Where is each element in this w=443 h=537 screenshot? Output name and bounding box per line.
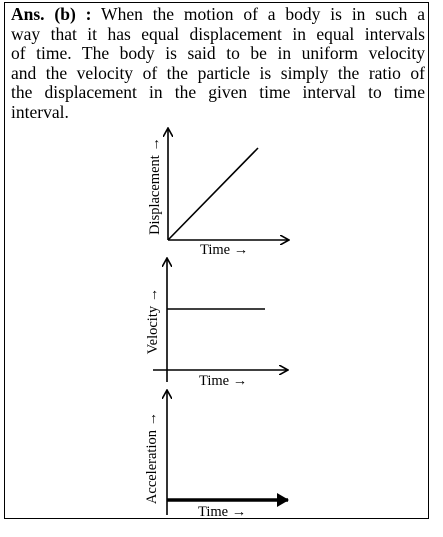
x-label: Time → [198,504,246,520]
line-text: way that it has equal displacement in eq… [11,23,425,44]
line-text: of time. The body is said to be in unifo… [11,43,425,64]
text-line: Ans. (b) : When the motion of a body is … [11,4,425,25]
line-text: the displacement in the given time inter… [11,82,425,103]
text-line: of time. The body is said to be in unifo… [11,43,425,64]
graph-1 [168,129,288,240]
answer-text: Ans. (b) : When the motion of a body is … [11,4,425,123]
text-line: way that it has equal displacement in eq… [11,23,425,45]
answer-box: Ans. (b) : When the motion of a body is … [4,2,429,519]
y-label: Displacement → [147,137,163,235]
y-label: Velocity → [145,288,161,354]
displacement-line [167,147,259,241]
line-text: When the motion of a body is in such a [101,4,425,24]
text-line: and the velocity of the particle is simp… [11,62,425,84]
answer-label: Ans. (b) : [11,4,92,24]
line-text: interval. [11,101,69,122]
y-label: Acceleration → [144,412,160,504]
text-line: the displacement in the given time inter… [11,83,425,103]
line-text: and the velocity of the particle is simp… [11,62,425,83]
x-label: Time → [199,373,247,389]
graph-2 [153,259,287,382]
x-label: Time → [200,242,248,258]
text-line: interval. [11,101,425,123]
graph-3 [167,391,289,515]
